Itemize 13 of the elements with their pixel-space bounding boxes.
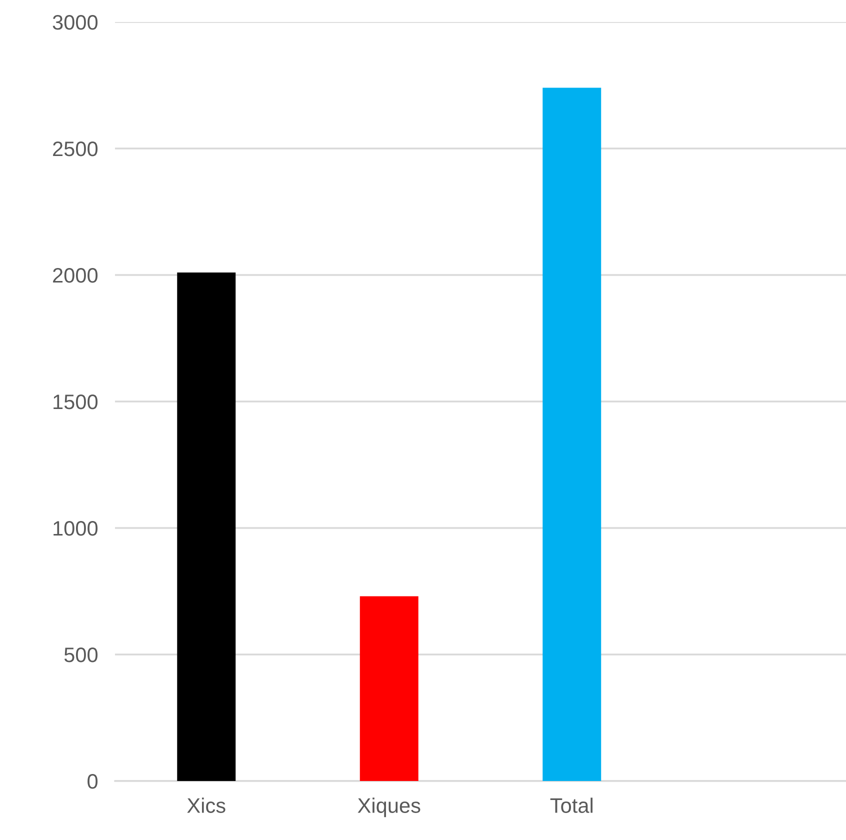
- x-tick-label: Xics: [187, 798, 226, 813]
- y-tick-label: 3000: [52, 15, 98, 30]
- y-tick-label: 1000: [54, 521, 98, 536]
- x-tick-label: Xiques: [358, 798, 420, 818]
- bar: [542, 88, 602, 781]
- y-tick-label: 500: [64, 648, 98, 662]
- y-tick-label: 0: [88, 774, 98, 789]
- y-tick-label: 1500: [54, 394, 98, 410]
- y-tick-label: 2000: [53, 268, 98, 283]
- bar: [360, 596, 418, 781]
- x-tick-label: Total: [550, 798, 592, 813]
- y-tick-label: 2500: [53, 142, 98, 156]
- bar: [177, 272, 236, 781]
